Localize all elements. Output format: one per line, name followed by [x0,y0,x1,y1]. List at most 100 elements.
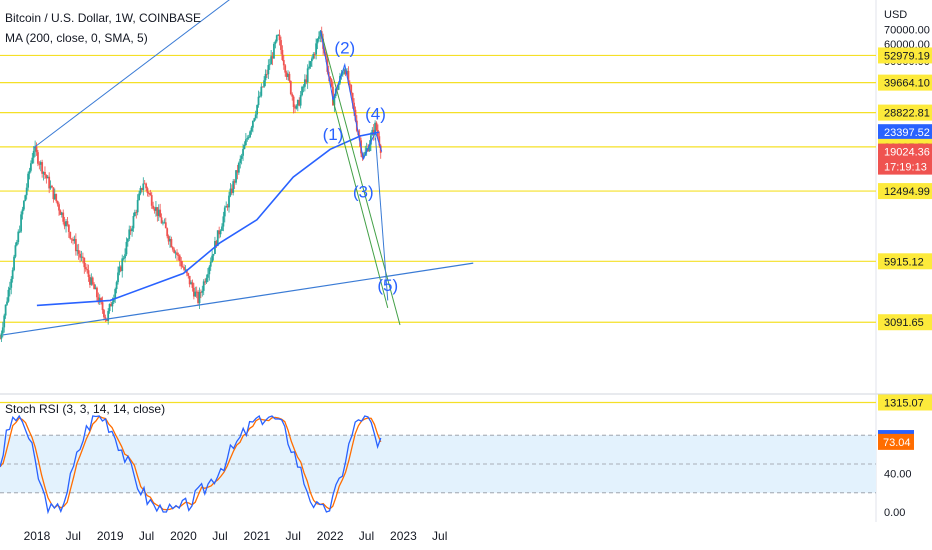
candle-body [11,270,14,279]
candle-body [125,241,128,255]
candle-body [332,86,334,106]
candle-body [121,258,124,271]
candle-body [273,43,275,59]
candle-body [264,73,267,81]
candle-body [325,53,327,59]
candle-body [55,193,58,201]
candle-body [1,327,4,334]
candle-body [163,222,166,224]
candle-body [296,99,299,106]
candle-body [80,256,83,258]
candle-body [346,70,348,75]
candle-body [145,183,148,189]
channel-lower-line [332,99,389,309]
candle-body [222,216,225,227]
candle-body [112,298,115,303]
candle-body [69,231,72,239]
candle-body [372,129,375,135]
candle-body [6,301,8,305]
candle-body [0,333,3,339]
price-badge-bg [878,47,932,64]
candle-body [275,35,278,42]
candle-body [52,187,55,200]
price-badge: 12494.99 [878,183,932,200]
candle-body [13,256,15,271]
x-axis-tick-label: 2019 [97,529,124,543]
price-badge: 5915.12 [878,253,932,270]
candle-body [79,253,81,258]
candle-body [309,61,312,67]
candle-body [278,34,281,41]
wave-label: (1) [323,125,344,144]
candle-body [374,122,377,135]
candle-body [223,207,226,217]
candle-body [337,83,340,90]
candle-body [292,96,295,107]
candle-body [111,302,114,307]
price-badge-label: 23397.52 [884,127,930,139]
price-badge-bg [878,183,932,200]
candle-body [351,92,354,103]
wave-label: (2) [334,39,355,58]
candle-body [93,284,96,290]
candle-body [171,247,174,250]
candle-body [315,43,318,55]
stoch-rsi-k-line [0,414,382,515]
candle-body [344,69,347,75]
price-badge-bg [878,124,932,141]
candle-body [249,131,251,138]
candle-body [285,72,288,77]
candle-body [341,73,344,75]
candle-body [282,60,285,66]
candle-body [259,95,261,97]
candle-body [117,272,119,283]
candle-body [45,175,48,179]
y-axis-tick-label: 70000.00 [884,24,930,36]
candle-body [51,185,53,188]
candle-body [235,170,237,183]
candle-body [24,195,27,201]
candle-body [4,304,7,316]
candle-body [267,65,270,75]
candle-body [155,207,157,211]
rsi-value-badge [878,433,914,450]
candle-body [336,88,339,90]
candle-body [348,83,351,85]
candle-body [7,289,10,302]
channel-upper-line [320,30,401,326]
candle-body [246,138,249,140]
candle-body [31,157,34,164]
candle-body [150,195,153,206]
candle-body [350,84,353,93]
candle-body [233,181,236,183]
candle-body [330,79,333,87]
candle-body [97,297,100,303]
candle-body [347,70,350,84]
price-badge-label: 5915.12 [884,256,924,268]
candle-body [302,86,305,88]
candle-body [119,266,122,271]
candle-body [41,162,44,174]
candle-body [152,205,155,209]
candle-body [140,188,143,190]
candle-body [226,205,229,208]
candle-body [358,135,361,141]
candle-body [367,148,369,152]
price-badge-bg [878,314,932,331]
candle-body [306,68,309,83]
candle-body [104,317,107,319]
candle-body [126,238,129,242]
candle-body [108,304,111,312]
candle-body [289,81,292,95]
candle-body [72,239,74,241]
candle-body [58,204,60,211]
candle-body [32,150,35,158]
candle-body [281,49,284,61]
price-badge-label: 19024.36 [884,147,930,159]
candle-body [230,188,233,193]
wave-label: (3) [353,182,374,201]
candle-body [173,249,176,253]
candle-body [236,170,239,173]
